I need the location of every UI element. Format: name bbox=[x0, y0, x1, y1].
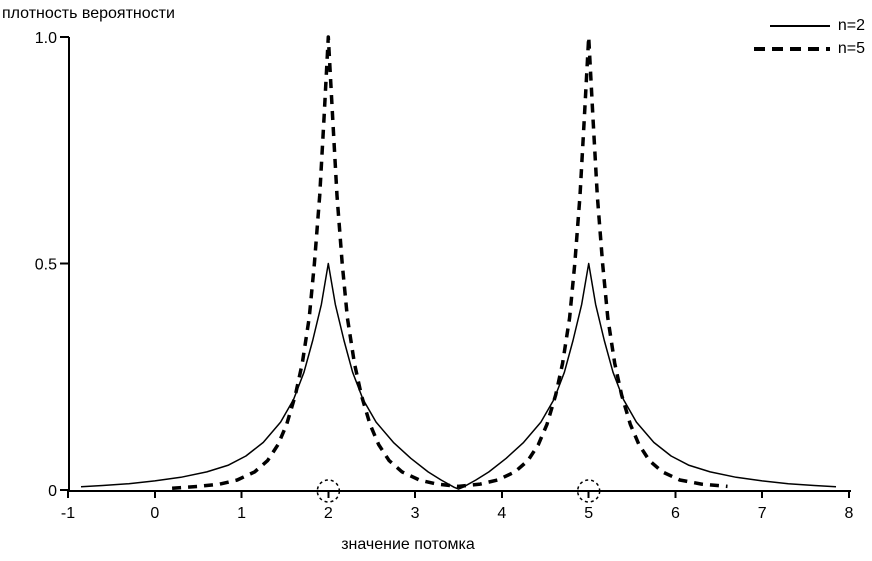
y-tick-label: 0 bbox=[48, 483, 57, 500]
parent-marker-circle bbox=[576, 479, 601, 503]
legend-dashed-line-sample bbox=[753, 47, 830, 51]
x-tick-label: 0 bbox=[150, 505, 159, 522]
x-tick-label: 1 bbox=[237, 505, 246, 522]
x-axis-title: значение потомка bbox=[341, 536, 475, 553]
y-tick-label: 1.0 bbox=[35, 30, 57, 47]
y-tick-label: 0.5 bbox=[35, 257, 57, 274]
legend-item-n5: n=5 bbox=[753, 40, 865, 57]
curve-n2 bbox=[80, 262, 837, 490]
legend-label-n2: n=2 bbox=[837, 17, 865, 34]
legend-solid-line-sample bbox=[769, 25, 830, 27]
curve-n5 bbox=[171, 35, 728, 490]
x-tick-label: 5 bbox=[584, 505, 593, 522]
legend-label-n5: n=5 bbox=[837, 40, 865, 57]
legend-item-n2: n=2 bbox=[769, 17, 865, 34]
x-tick-label: 4 bbox=[497, 505, 506, 522]
x-tick-label: -1 bbox=[61, 505, 75, 522]
x-tick-label: 6 bbox=[671, 505, 680, 522]
y-axis-title: плотность вероятности bbox=[2, 5, 175, 22]
x-tick-label: 8 bbox=[845, 505, 854, 522]
parent-marker-circle bbox=[316, 479, 341, 503]
x-tick-label: 7 bbox=[758, 505, 767, 522]
legend: n=2 n=5 bbox=[753, 17, 865, 57]
x-tick-label: 2 bbox=[324, 505, 333, 522]
x-tick-label: 3 bbox=[411, 505, 420, 522]
